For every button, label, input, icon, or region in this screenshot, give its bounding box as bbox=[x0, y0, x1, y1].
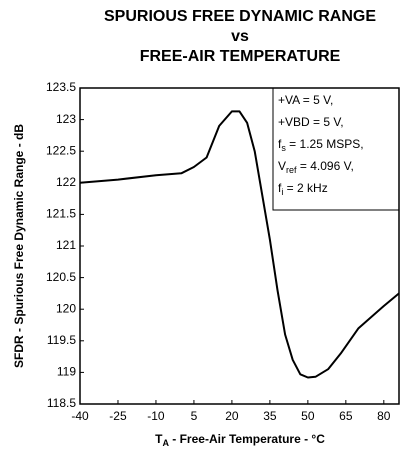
plot-frame bbox=[79, 87, 400, 405]
y-tick-label: 122.5 bbox=[46, 143, 76, 157]
x-label-sub: A bbox=[162, 438, 169, 448]
annotation-sub: s bbox=[281, 143, 286, 153]
annotation-part: V bbox=[278, 159, 286, 173]
annotation-part: f bbox=[278, 137, 282, 151]
y-tick-label: 123.5 bbox=[46, 80, 76, 94]
annotation-part: +VBD = 5 V, bbox=[278, 115, 344, 129]
y-tick-label: 121.5 bbox=[46, 207, 76, 221]
x-tick-label: 5 bbox=[191, 409, 198, 423]
annotation-part: +VA = 5 V, bbox=[278, 93, 333, 107]
x-tick-label: -10 bbox=[147, 409, 165, 423]
annotation-sub: i bbox=[281, 187, 283, 197]
annotation: fs = 1.25 MSPS, bbox=[278, 137, 364, 153]
x-label-part: - Free-Air Temperature - °C bbox=[169, 432, 325, 446]
y-tick-label: 118.5 bbox=[47, 396, 76, 410]
x-tick-label: 50 bbox=[301, 409, 315, 423]
x-tick-label: 65 bbox=[339, 409, 353, 423]
y-tick-label: 120 bbox=[56, 301, 76, 315]
x-axis-label: TA - Free-Air Temperature - °C bbox=[155, 432, 325, 448]
annotation: +VBD = 5 V, bbox=[278, 115, 344, 129]
chart-title: vs bbox=[231, 28, 249, 45]
x-tick-label: 20 bbox=[225, 409, 239, 423]
annotation-part: = 2 kHz bbox=[283, 181, 327, 195]
annotation-part: = 1.25 MSPS, bbox=[286, 137, 364, 151]
chart-title: FREE-AIR TEMPERATURE bbox=[140, 48, 341, 65]
x-tick-label: -25 bbox=[109, 409, 127, 423]
annotation: Vref = 4.096 V, bbox=[278, 159, 354, 175]
x-tick-label: 80 bbox=[377, 409, 391, 423]
annotation-box bbox=[272, 87, 400, 211]
y-tick-label: 121 bbox=[56, 238, 76, 252]
data-line bbox=[79, 110, 400, 379]
y-tick-label: 122 bbox=[56, 175, 76, 189]
annotation-part: = 4.096 V, bbox=[297, 159, 354, 173]
y-tick-label: 123 bbox=[56, 112, 76, 126]
annotation: +VA = 5 V, bbox=[278, 93, 333, 107]
annotation-part: f bbox=[278, 181, 282, 195]
x-tick-label: -40 bbox=[71, 409, 89, 423]
x-label-part: T bbox=[155, 432, 163, 446]
chart-title: SPURIOUS FREE DYNAMIC RANGE bbox=[104, 8, 376, 25]
y-tick-label: 119.5 bbox=[47, 333, 76, 347]
y-tick-label: 119 bbox=[57, 365, 76, 379]
annotation: fi = 2 kHz bbox=[278, 181, 328, 197]
x-tick-label: 35 bbox=[263, 409, 277, 423]
annotation-sub: ref bbox=[286, 165, 297, 175]
y-tick-label: 120.5 bbox=[46, 270, 76, 284]
y-axis-label: SFDR - Spurious Free Dynamic Range - dB bbox=[12, 124, 26, 368]
